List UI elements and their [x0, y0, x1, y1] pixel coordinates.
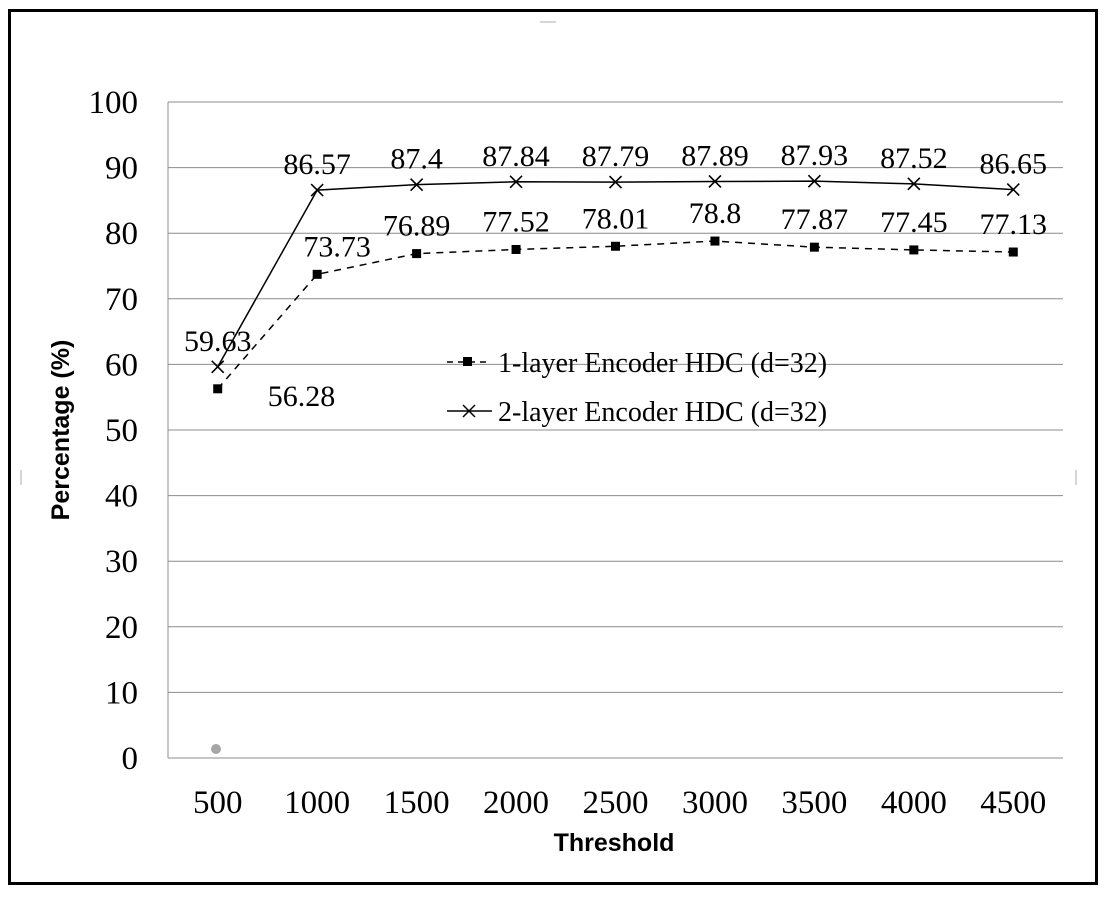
- legend-label-1-layer: 1-layer Encoder HDC (d=32): [498, 348, 827, 379]
- marker-square: [611, 241, 620, 251]
- data-label-2-layer: 86.65: [980, 148, 1048, 181]
- marker-square: [412, 249, 422, 259]
- data-label-2-layer: 87.93: [781, 139, 849, 172]
- x-tick-label: 1500: [384, 785, 450, 821]
- chart-frame: [8, 9, 1098, 885]
- series-group: [211, 174, 1020, 394]
- marker-x: [708, 174, 722, 189]
- data-label-2-layer: 87.52: [880, 142, 948, 175]
- y-tick-label: 10: [105, 675, 138, 711]
- x-axis-title: Threshold: [554, 829, 675, 857]
- data-label-1-layer: 77.52: [482, 205, 550, 238]
- y-tick-label: 30: [105, 544, 138, 580]
- x-tick-label: 4500: [980, 785, 1046, 821]
- x-tick-label: 3000: [682, 785, 748, 821]
- legend-item-1-layer: 1-layer Encoder HDC (d=32): [447, 348, 827, 379]
- data-label-2-layer: 86.57: [283, 148, 351, 181]
- legend-marker-1-layer: [463, 357, 472, 366]
- data-label-1-layer: 78.8: [689, 197, 742, 230]
- marker-x: [310, 183, 324, 197]
- x-tick-label: 3500: [781, 785, 847, 821]
- marker-x: [211, 360, 225, 374]
- data-label-2-layer: 87.4: [390, 143, 443, 176]
- data-label-1-layer: 77.87: [781, 203, 849, 236]
- y-tick-label: 100: [89, 85, 139, 121]
- marker-square: [710, 236, 720, 246]
- x-tick-label: 4000: [881, 785, 947, 821]
- marker-square: [1008, 247, 1018, 257]
- legend-label-2-layer: 2-layer Encoder HDC (d=32): [498, 397, 827, 428]
- y-tick-label: 20: [105, 610, 138, 646]
- data-label-2-layer: 59.63: [184, 325, 252, 358]
- data-label-1-layer: 56.28: [268, 380, 336, 413]
- frame-crop-marks: [20, 21, 1077, 485]
- data-label-1-layer: 76.89: [383, 210, 451, 243]
- marker-x: [807, 174, 821, 188]
- marker-square: [213, 384, 223, 394]
- marker-square: [511, 244, 521, 254]
- marker-square: [312, 269, 322, 279]
- gridlines: [168, 101, 1063, 693]
- y-tick-label: 70: [105, 282, 138, 318]
- x-tick-label: 2500: [583, 785, 649, 821]
- data-label-1-layer: 78.01: [582, 202, 650, 235]
- data-label-2-layer: 87.79: [582, 140, 650, 173]
- y-tick-label: 40: [105, 479, 138, 515]
- series-line-1-layer: [217, 240, 1014, 390]
- data-label-2-layer: 87.84: [482, 140, 550, 173]
- data-label-1-layer: 77.13: [980, 208, 1048, 241]
- marker-x: [410, 178, 424, 192]
- y-tick-label: 80: [105, 216, 138, 252]
- data-labels: 59.63 86.57 87.4 87.84 87.79 87.89 87.93 87.52 8…: [184, 139, 1047, 413]
- legend-marker-2-layer: [462, 404, 476, 418]
- marker-x: [907, 177, 921, 191]
- marker-x: [509, 175, 523, 189]
- x-axis: 500 1000 1500 2000 2500 3000 3500 4000 4500: [168, 757, 1063, 821]
- stray-dot: [211, 744, 221, 754]
- y-tick-label: 0: [122, 741, 139, 777]
- y-tick-label: 90: [105, 151, 138, 187]
- marker-x: [1006, 183, 1020, 197]
- legend-item-2-layer: 2-layer Encoder HDC (d=32): [447, 397, 827, 428]
- y-tick-label: 60: [105, 347, 138, 383]
- data-label-1-layer: 73.73: [303, 230, 371, 263]
- data-label-2-layer: 87.89: [681, 139, 749, 172]
- y-tick-label: 50: [105, 413, 138, 449]
- y-axis: 0 10 20 30 40 50 60 70 80 90 100: [89, 85, 169, 777]
- y-axis-title: Percentage (%): [47, 340, 75, 521]
- legend: 1-layer Encoder HDC (d=32) 2-layer Encod…: [447, 348, 827, 428]
- marker-square: [809, 242, 819, 252]
- marker-x: [608, 175, 623, 189]
- data-label-1-layer: 77.45: [880, 206, 948, 239]
- x-tick-label: 2000: [483, 785, 549, 821]
- marker-square: [909, 245, 919, 255]
- x-tick-label: 500: [193, 785, 243, 821]
- x-tick-label: 1000: [284, 785, 350, 821]
